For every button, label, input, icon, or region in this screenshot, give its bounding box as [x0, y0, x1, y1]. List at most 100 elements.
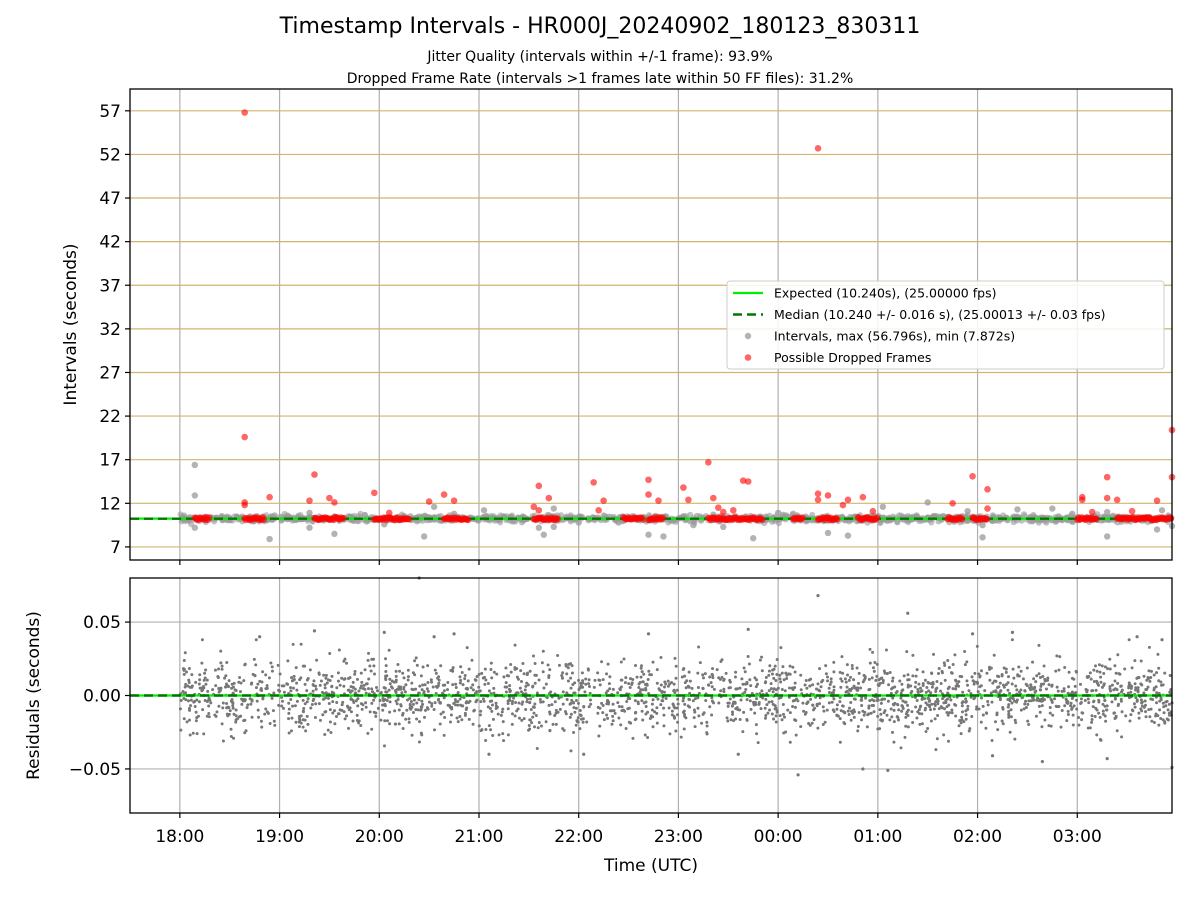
residual-point — [217, 687, 221, 691]
residual-point — [951, 663, 955, 667]
residual-point — [768, 708, 772, 712]
residual-point — [1066, 713, 1070, 717]
residual-point — [265, 684, 269, 688]
residual-point — [1160, 638, 1164, 642]
residual-point — [990, 700, 994, 704]
residual-point — [1126, 691, 1130, 695]
residual-point — [994, 679, 998, 683]
residual-point — [204, 668, 208, 672]
residual-point — [490, 676, 494, 680]
residual-point — [779, 646, 783, 650]
residual-point — [758, 658, 762, 662]
residual-point — [1038, 710, 1042, 714]
residual-point — [855, 666, 859, 670]
residual-point — [1149, 707, 1153, 711]
residual-point — [888, 670, 892, 674]
residual-point — [929, 682, 933, 686]
residual-point — [819, 685, 823, 689]
residual-point — [183, 685, 187, 689]
residual-point — [1004, 670, 1008, 674]
residual-point — [942, 733, 946, 737]
residual-point — [516, 677, 520, 681]
residual-point — [1108, 657, 1112, 661]
residual-point — [438, 722, 442, 726]
residual-point — [227, 679, 231, 683]
residual-point — [965, 683, 969, 687]
residual-point — [224, 685, 228, 689]
residual-point — [388, 677, 392, 681]
residual-point — [200, 661, 204, 665]
residual-point — [1102, 682, 1106, 686]
residual-point — [574, 706, 578, 710]
residual-point — [856, 686, 860, 690]
residual-point — [203, 676, 207, 680]
residual-point — [701, 676, 705, 680]
residual-point — [748, 678, 752, 682]
dropped-frame-point — [814, 490, 822, 498]
residual-point — [240, 702, 244, 706]
residual-point — [843, 710, 847, 714]
residual-point — [325, 681, 329, 685]
residual-point — [1161, 701, 1165, 705]
residual-point — [899, 746, 903, 750]
residual-point — [304, 729, 308, 733]
residual-point — [186, 699, 190, 703]
residual-point — [970, 675, 974, 679]
residual-point — [242, 679, 246, 683]
residual-point — [1067, 685, 1071, 689]
residual-point — [850, 686, 854, 690]
legend-entry-label: Intervals, max (56.796s), min (7.872s) — [774, 329, 1015, 344]
interval-point — [480, 507, 488, 514]
residual-point — [937, 671, 941, 675]
residual-point — [598, 683, 602, 687]
interval-point — [191, 492, 199, 499]
residual-point — [1024, 699, 1028, 703]
residual-point — [996, 728, 1000, 732]
residual-point — [490, 709, 494, 713]
residual-point — [561, 671, 565, 675]
residual-point — [733, 701, 737, 705]
residual-point — [934, 689, 938, 693]
residual-point — [195, 732, 199, 736]
residual-point — [1017, 665, 1021, 669]
residual-point — [930, 685, 934, 689]
residual-point — [1006, 697, 1010, 701]
residual-point — [548, 668, 552, 672]
residual-point — [528, 701, 532, 705]
residual-point — [1010, 696, 1014, 700]
residual-point — [727, 701, 731, 705]
residual-point — [579, 681, 583, 685]
residual-point — [1103, 699, 1107, 703]
residual-point — [221, 706, 225, 710]
residual-point — [740, 677, 744, 681]
residual-point — [289, 686, 293, 690]
residual-point — [238, 675, 242, 679]
residual-point — [1037, 643, 1041, 647]
residual-point — [414, 687, 418, 691]
residual-point — [259, 719, 263, 723]
dropped-frame-point — [705, 459, 712, 466]
residual-point — [356, 704, 360, 708]
residual-point — [263, 712, 267, 716]
residual-point — [696, 686, 700, 690]
residual-point — [522, 717, 526, 721]
residual-point — [845, 689, 849, 693]
residual-point — [1042, 664, 1046, 668]
residual-point — [201, 708, 205, 712]
residual-point — [430, 704, 434, 708]
residual-point — [885, 713, 889, 717]
residual-point — [586, 668, 590, 672]
residual-point — [782, 678, 786, 682]
residual-point — [862, 673, 866, 677]
residual-point — [958, 674, 962, 678]
residual-point — [1012, 676, 1016, 680]
residual-point — [756, 682, 760, 686]
residual-point — [942, 701, 946, 705]
residual-point — [975, 705, 979, 709]
residual-point — [478, 689, 482, 693]
residual-point — [881, 697, 885, 701]
residual-point — [597, 734, 601, 738]
residual-point — [901, 707, 905, 711]
residual-point — [830, 700, 834, 704]
residual-point — [360, 680, 364, 684]
